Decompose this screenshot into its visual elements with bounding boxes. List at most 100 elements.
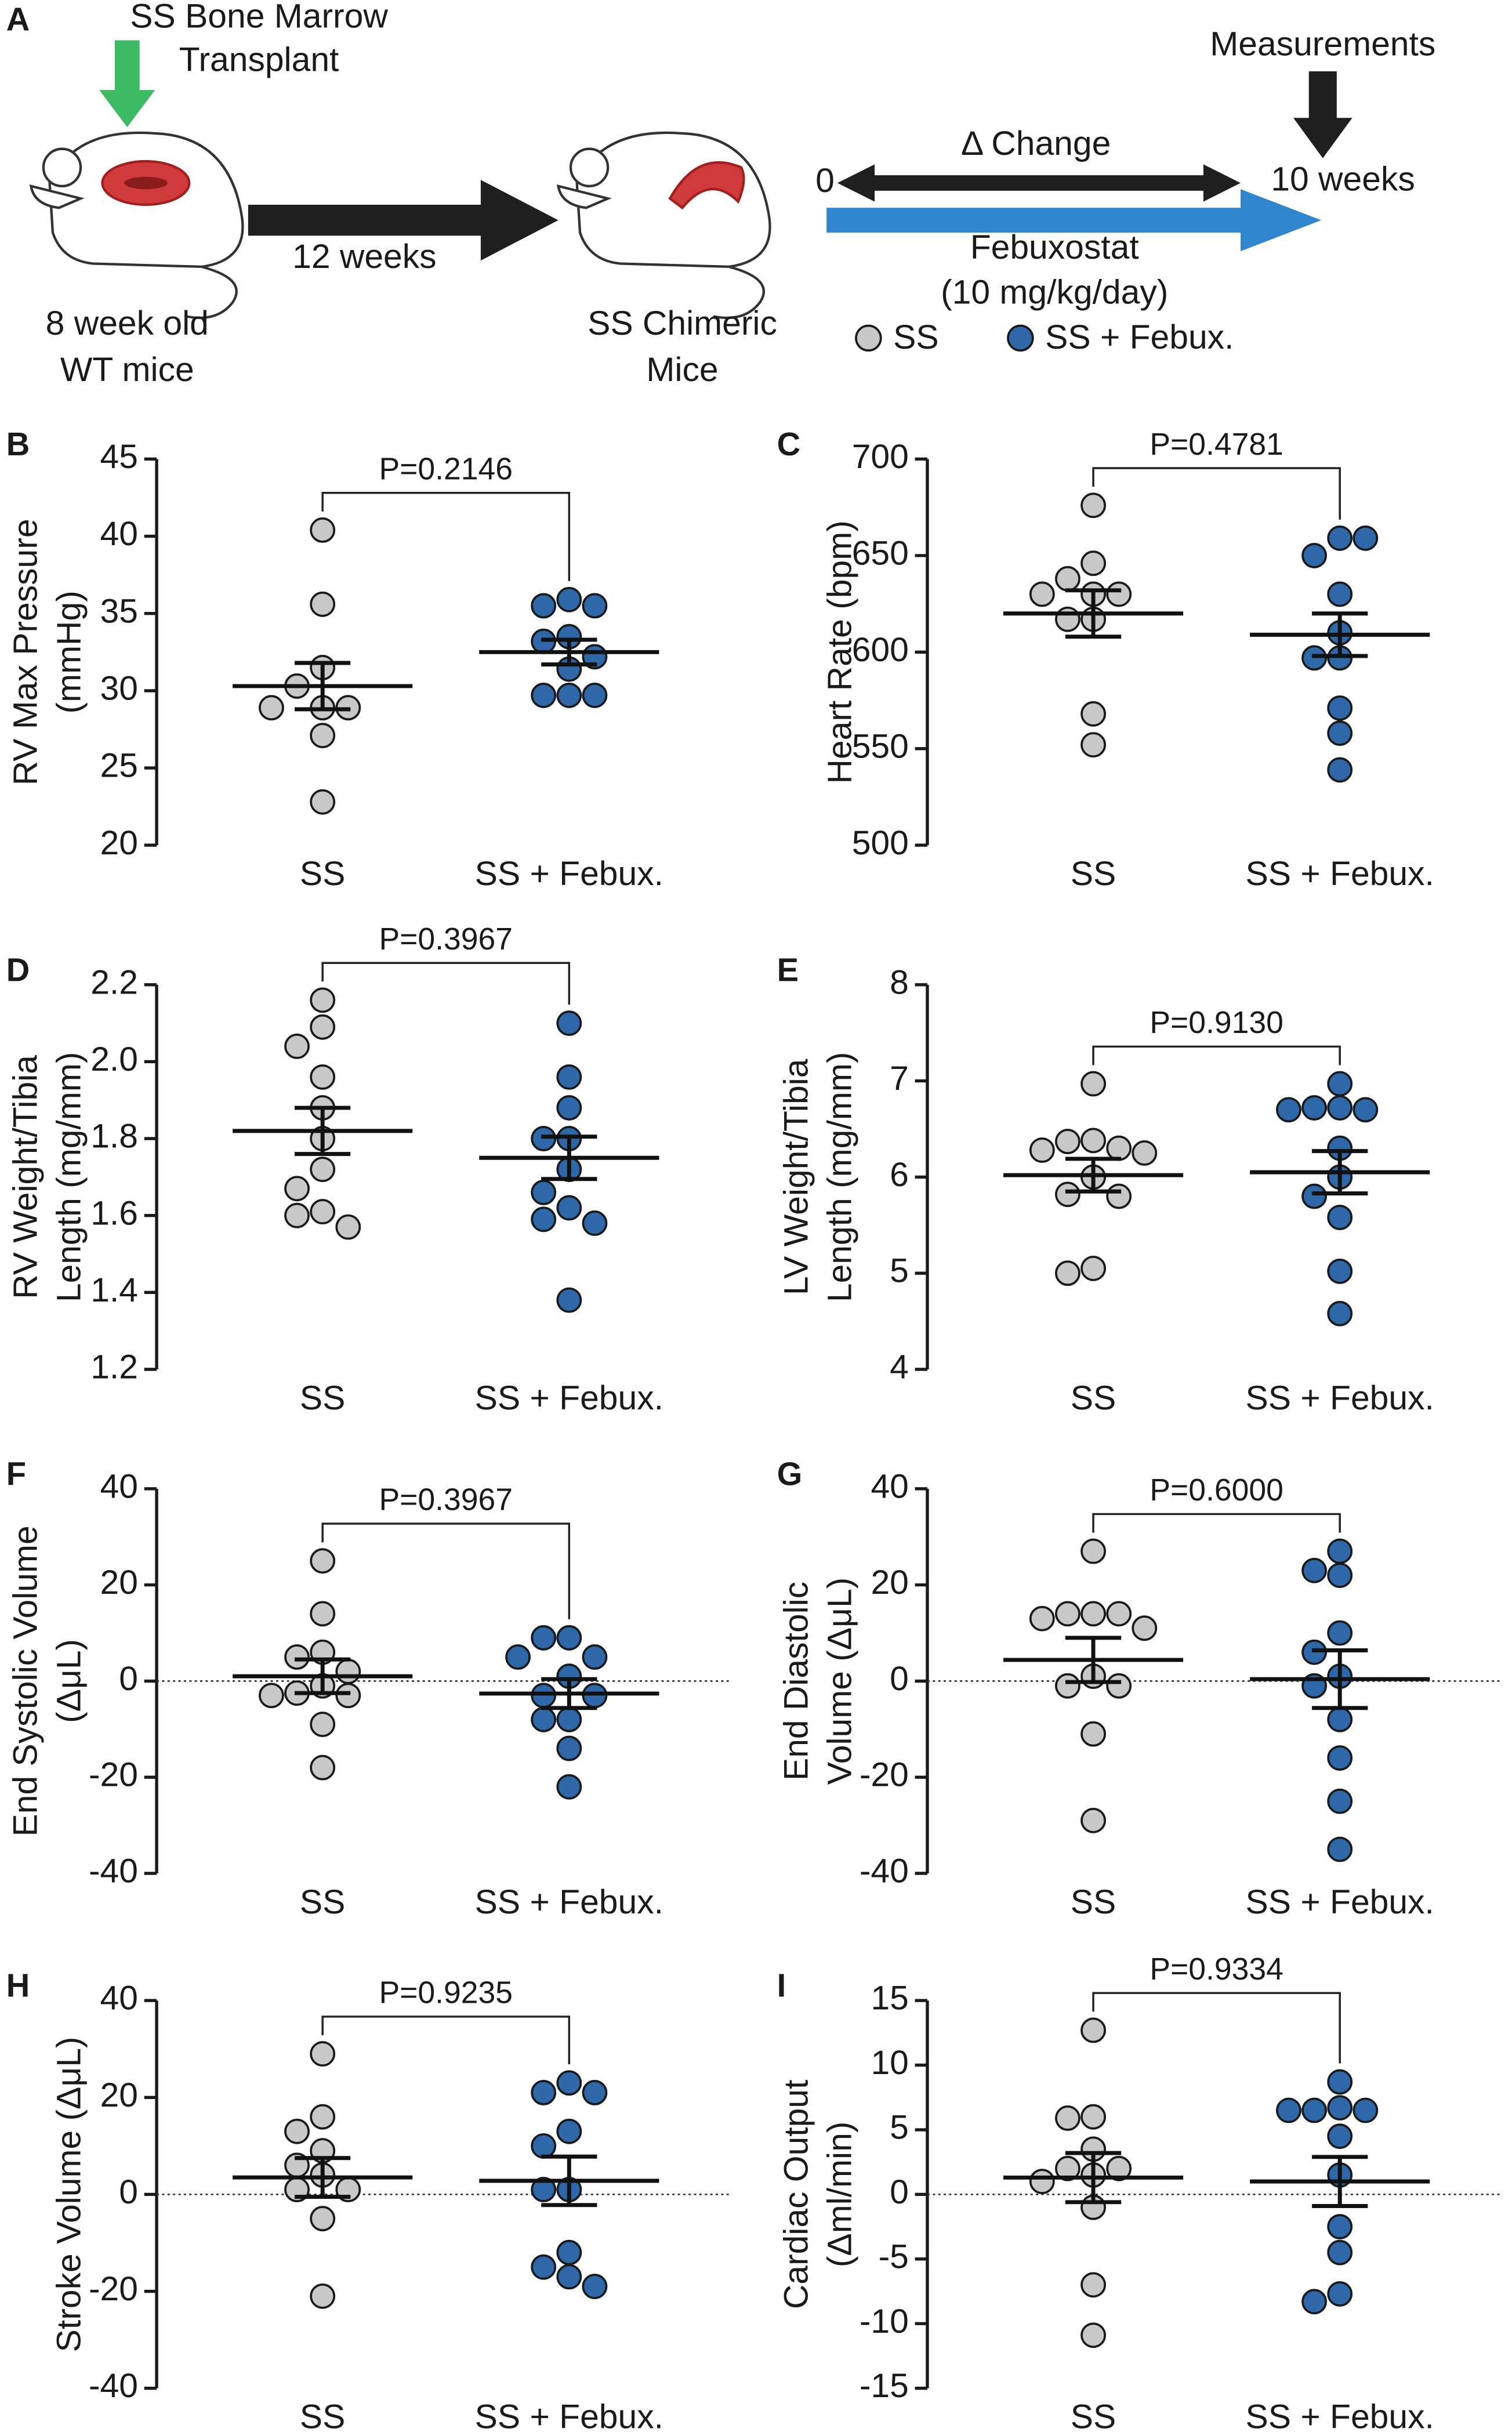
y-tick-label: 40 <box>100 1980 138 2017</box>
data-point <box>1327 2069 1353 2095</box>
x-tick-label: SS + Febux. <box>475 1379 663 1417</box>
y-tick-label: 600 <box>852 631 909 669</box>
data-point <box>582 593 608 619</box>
data-point <box>1353 2097 1379 2123</box>
data-point <box>1080 732 1106 758</box>
data-point <box>1327 1706 1353 1732</box>
y-tick-label: 0 <box>119 1660 138 1698</box>
double-arrow <box>837 164 1241 202</box>
data-point <box>284 2118 310 2144</box>
data-point <box>1327 1095 1353 1121</box>
mouse-icon <box>556 131 771 320</box>
data-point <box>582 682 608 708</box>
error-bar <box>1065 1636 1122 1684</box>
data-point <box>531 1180 557 1205</box>
y-axis-label: (Δml/min) <box>821 2122 858 2268</box>
data-point <box>284 1176 310 1202</box>
data-point <box>556 1774 582 1800</box>
data-point <box>1055 606 1080 632</box>
data-point <box>335 1214 361 1240</box>
data-point <box>1080 1601 1106 1627</box>
data-point <box>310 2041 336 2067</box>
data-point <box>1055 1129 1080 1154</box>
data-point <box>531 682 557 708</box>
y-axis-label: Heart Rate (bpm) <box>821 520 858 784</box>
data-point <box>1327 1300 1353 1326</box>
y-tick-label: 40 <box>100 1467 138 1505</box>
data-point <box>556 586 582 612</box>
y-axis-label: RV Max Pressure <box>7 519 45 785</box>
black-arrow <box>248 180 559 261</box>
data-point <box>1106 1183 1132 1209</box>
data-point <box>531 2133 557 2159</box>
data-point <box>1080 2104 1106 2130</box>
data-point <box>556 1010 582 1036</box>
x-tick-label: SS <box>300 855 345 893</box>
panel-label: D <box>6 951 30 988</box>
panel-label: F <box>6 1455 26 1492</box>
data-point <box>284 1202 310 1228</box>
x-tick-label: SS <box>1071 2398 1116 2436</box>
data-point <box>1301 2289 1327 2315</box>
black-arrow <box>1293 71 1353 158</box>
data-point <box>284 1034 310 1059</box>
y-tick-label: -5 <box>879 2238 909 2275</box>
panel-label: C <box>777 426 801 462</box>
significance-bracket <box>321 2015 571 2065</box>
y-tick-label: 1.4 <box>90 1271 138 1309</box>
significance-bracket <box>1092 1045 1341 1065</box>
y-tick-label: 4 <box>890 1348 909 1386</box>
data-point <box>1353 525 1379 551</box>
data-point <box>1327 720 1353 746</box>
data-point <box>310 1199 336 1225</box>
mouse-icon <box>29 131 244 320</box>
data-point <box>1055 1673 1080 1699</box>
legend-marker <box>1007 324 1034 352</box>
legend-marker <box>855 324 882 352</box>
data-point <box>1327 1071 1353 1097</box>
start-label: 0 <box>815 162 835 200</box>
y-tick-label: -20 <box>860 1756 909 1794</box>
data-point <box>1055 2155 1080 2181</box>
y-tick-label: 2.0 <box>90 1041 138 1078</box>
error-bar <box>541 637 597 667</box>
data-point <box>1301 1183 1327 1209</box>
data-point <box>310 1548 336 1574</box>
data-point <box>1029 1605 1055 1632</box>
y-axis-label: (ΔμL) <box>50 1639 88 1723</box>
significance-bracket <box>1092 1992 1341 2064</box>
data-point <box>556 1064 582 1090</box>
data-point <box>1327 1836 1353 1862</box>
data-point <box>556 1625 582 1651</box>
y-axis-label: Length (mg/mm) <box>50 1052 88 1302</box>
significance-bracket <box>321 492 571 581</box>
p-value: P=0.4781 <box>1150 427 1283 462</box>
data-point <box>310 789 336 815</box>
data-point <box>1301 1095 1327 1121</box>
y-tick-label: 20 <box>871 1564 908 1601</box>
p-value: P=0.9235 <box>379 1976 513 2010</box>
data-point <box>1327 1563 1353 1588</box>
data-point <box>1080 701 1106 727</box>
treatment-label: (10 mg/kg/day) <box>941 274 1168 311</box>
transplant-label: Transplant <box>179 41 339 78</box>
data-point <box>1080 2322 1106 2348</box>
error-bar <box>1312 611 1368 658</box>
data-point <box>1080 1255 1106 1281</box>
data-point <box>1055 1601 1080 1627</box>
legend-label: SS <box>893 318 938 356</box>
data-point <box>1080 1807 1106 1833</box>
data-point <box>1301 542 1327 568</box>
data-point <box>531 1625 557 1651</box>
data-point <box>556 682 582 708</box>
y-tick-label: 0 <box>890 1660 909 1698</box>
y-tick-label: 45 <box>100 438 138 476</box>
y-axis-label: End Systolic Volume <box>7 1525 45 1836</box>
data-point <box>310 987 336 1013</box>
data-point <box>1353 1097 1379 1123</box>
data-point <box>1080 1071 1106 1097</box>
data-point <box>582 1210 608 1236</box>
y-axis-label: End Diastolic <box>778 1582 815 1781</box>
data-point <box>310 2283 336 2309</box>
